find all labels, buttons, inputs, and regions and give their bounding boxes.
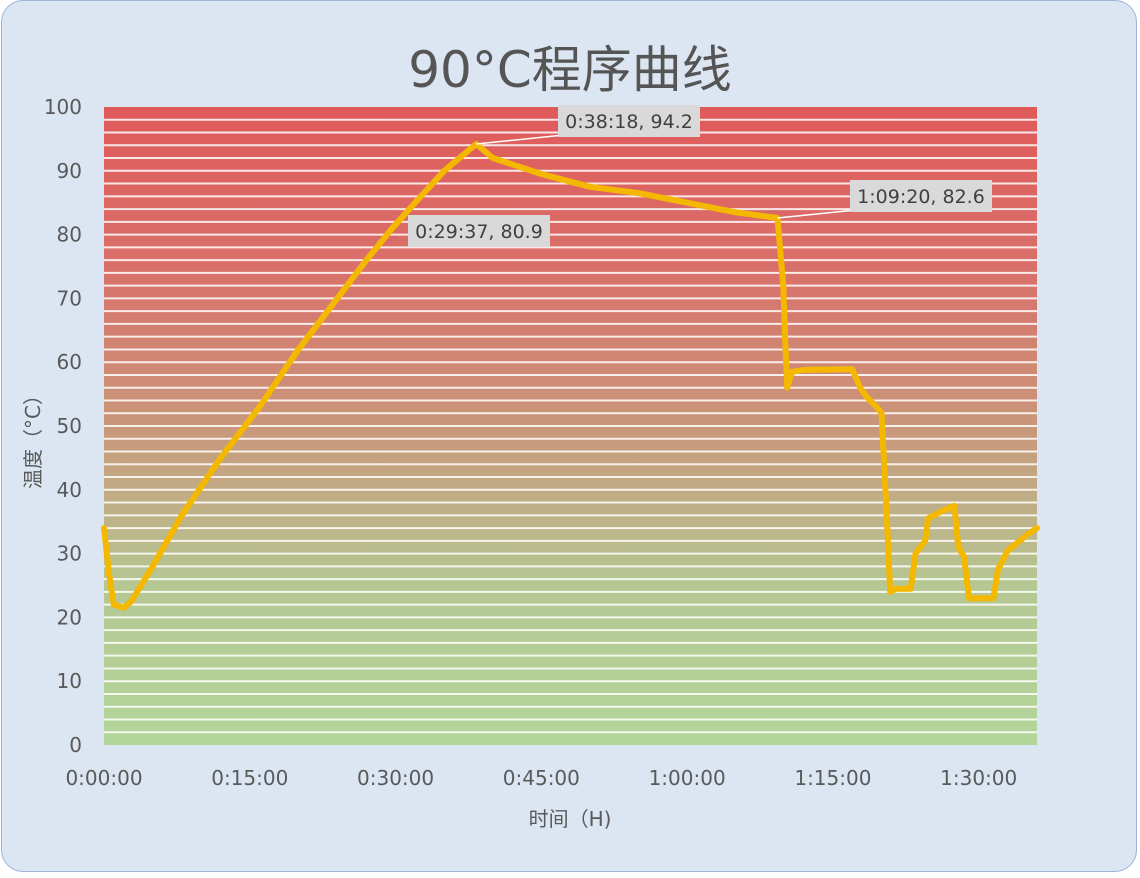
chart-title: 90°C程序曲线	[408, 41, 732, 99]
y-tick-label: 70	[57, 286, 82, 310]
annotation-callout: 0:29:37, 80.9	[408, 215, 550, 247]
x-tick-label: 0:45:00	[503, 766, 580, 790]
y-tick-label: 20	[57, 605, 82, 629]
y-tick-label: 50	[57, 414, 82, 438]
y-tick-label: 90	[57, 159, 82, 183]
x-tick-label: 1:30:00	[940, 766, 1017, 790]
y-tick-label: 40	[57, 478, 82, 502]
annotation-callout: 0:38:18, 94.2	[476, 105, 700, 145]
x-tick-label: 0:30:00	[357, 766, 434, 790]
y-tick-label: 80	[57, 223, 82, 247]
y-tick-label: 100	[44, 95, 82, 119]
x-axis-ticks: 0:00:00 0:15:00 0:30:00 0:45:00 1:00:00 1:15:…	[65, 766, 1017, 790]
y-tick-label: 60	[57, 350, 82, 374]
horizontal-stripes	[104, 118, 1037, 734]
annotation-label: 0:38:18, 94.2	[565, 111, 693, 133]
y-tick-label: 30	[57, 542, 82, 566]
annotation-callout: 1:09:20, 82.6	[777, 180, 992, 219]
annotation-label: 0:29:37, 80.9	[415, 221, 543, 243]
annotation-label: 1:09:20, 82.6	[857, 186, 985, 208]
x-tick-label: 0:15:00	[211, 766, 288, 790]
y-axis-ticks: 0 10 20 30 40 50 60 70 80 90 100	[44, 95, 82, 757]
x-axis-label: 时间（H)	[529, 807, 612, 831]
x-tick-label: 1:00:00	[649, 766, 726, 790]
y-tick-label: 10	[57, 669, 82, 693]
y-tick-label: 0	[69, 733, 82, 757]
x-tick-label: 0:00:00	[65, 766, 142, 790]
annotation-leader	[476, 134, 565, 145]
annotation-leader	[777, 209, 857, 219]
data-annotations: 0:38:18, 94.2 0:29:37, 80.9 1:09:20, 82.6	[408, 105, 992, 247]
x-tick-label: 1:15:00	[794, 766, 871, 790]
y-axis-label: 温度（°C）	[21, 385, 45, 489]
temperature-series-line	[101, 141, 1040, 611]
annotation-box	[558, 105, 700, 137]
annotation-box	[850, 180, 992, 212]
annotation-box	[408, 215, 550, 247]
